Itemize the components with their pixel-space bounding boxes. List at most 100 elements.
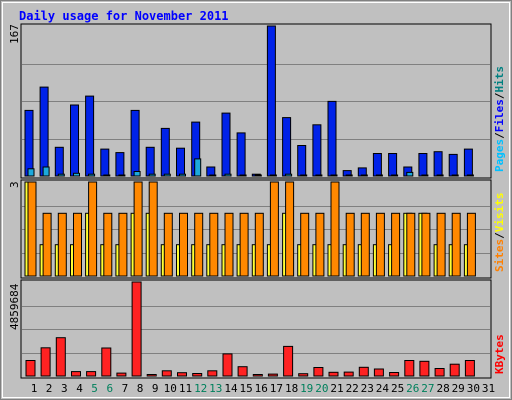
kbytes-bar-day-11 xyxy=(177,372,187,377)
kbytes-bar-day-21 xyxy=(328,371,339,377)
sites-bar-day-6 xyxy=(103,212,113,277)
day-label: 13 xyxy=(209,382,222,395)
sites-bar-day-4 xyxy=(73,212,82,277)
sites-bar-day-1 xyxy=(27,181,37,277)
hits-legend: Pages/Files/Hits xyxy=(493,66,506,172)
day-label: 7 xyxy=(122,382,129,395)
sites-bar-day-23 xyxy=(360,212,370,277)
kbytes-bar-day-12 xyxy=(192,373,203,377)
files-bar-day-6 xyxy=(103,174,111,177)
chart-title: Daily usage for November 2011 xyxy=(19,9,229,23)
sites-bar-day-8 xyxy=(133,181,143,277)
day-label: 31 xyxy=(482,382,495,395)
files-bar-day-9 xyxy=(148,173,156,177)
kbytes-bar-day-2 xyxy=(40,347,51,377)
kbytes-bar-day-23 xyxy=(358,366,369,377)
kbytes-bar-day-6 xyxy=(101,347,112,377)
hits-bar-day-25 xyxy=(388,153,398,177)
sites-bar-day-2 xyxy=(42,212,52,277)
kbytes-bar-day-3 xyxy=(55,337,66,377)
kbytes-bar-day-26 xyxy=(404,360,415,377)
kbytes-bar-day-19 xyxy=(298,373,309,377)
day-label: 22 xyxy=(346,382,359,395)
hits-bar-day-17 xyxy=(266,25,276,177)
files-bar-day-7 xyxy=(118,174,126,177)
sites-bar-day-9 xyxy=(148,181,158,277)
visits-legend-label: Visits xyxy=(493,193,506,233)
sites-bar-day-24 xyxy=(375,212,385,277)
kbytes-bar-day-9 xyxy=(146,374,157,377)
sites-bar-day-3 xyxy=(57,212,67,277)
files-bar-day-12 xyxy=(194,158,202,177)
sites-bar-day-17 xyxy=(269,181,279,277)
sites-bar-day-22 xyxy=(345,212,355,277)
files-bar-day-30 xyxy=(466,174,474,177)
kbytes-bar-day-25 xyxy=(389,372,400,377)
day-label: 2 xyxy=(46,382,53,395)
day-label: 21 xyxy=(330,382,343,395)
sites-bar-day-12 xyxy=(194,212,204,277)
files-bar-day-18 xyxy=(285,173,293,177)
day-label: 26 xyxy=(406,382,419,395)
files-bar-day-25 xyxy=(391,174,399,177)
sites-bar-day-13 xyxy=(209,212,219,277)
legend-separator: / xyxy=(493,92,506,99)
hits-bar-day-15 xyxy=(236,132,246,177)
day-label: 10 xyxy=(164,382,177,395)
day-label: 6 xyxy=(106,382,113,395)
kbytes-bar-day-30 xyxy=(464,360,475,377)
day-label: 11 xyxy=(179,382,192,395)
files-bar-day-28 xyxy=(436,174,444,177)
sites-bar-day-21 xyxy=(330,181,340,277)
hits-bar-day-18 xyxy=(282,117,292,177)
day-label: 12 xyxy=(194,382,207,395)
hits-bar-day-14 xyxy=(221,112,231,177)
sites-bar-day-5 xyxy=(88,181,98,277)
files-bar-day-21 xyxy=(330,174,338,177)
kbytes-bar-day-8 xyxy=(131,281,142,377)
files-bar-day-29 xyxy=(451,174,459,177)
hits-bar-day-24 xyxy=(372,153,382,177)
legend-separator: / xyxy=(493,232,506,239)
visits-ymax-label: 3 xyxy=(8,181,21,188)
sites-bar-day-10 xyxy=(163,212,173,277)
hits-bar-day-30 xyxy=(463,148,473,177)
day-label: 20 xyxy=(315,382,328,395)
day-label: 9 xyxy=(152,382,159,395)
files-bar-day-11 xyxy=(179,173,186,177)
hits-bar-day-1 xyxy=(24,109,34,177)
files-bar-day-27 xyxy=(421,174,429,177)
files-bar-day-15 xyxy=(239,174,247,177)
files-bar-day-2 xyxy=(42,166,50,177)
files-bar-day-4 xyxy=(73,172,80,177)
files-bar-day-17 xyxy=(269,174,277,177)
files-legend-label: Files xyxy=(493,99,506,132)
day-label: 17 xyxy=(270,382,283,395)
kbytes-bar-day-7 xyxy=(116,372,127,377)
day-label: 18 xyxy=(285,382,298,395)
sites-bar-day-30 xyxy=(466,212,476,277)
day-label: 19 xyxy=(300,382,313,395)
sites-bar-day-18 xyxy=(285,181,295,277)
files-bar-day-19 xyxy=(300,174,308,177)
hits-bar-day-3 xyxy=(54,146,64,177)
sites-bar-day-16 xyxy=(254,212,264,277)
hits-bar-day-4 xyxy=(70,104,79,177)
day-label: 27 xyxy=(421,382,434,395)
sites-bar-day-25 xyxy=(391,212,401,277)
sites-bar-day-27 xyxy=(421,212,431,277)
files-bar-day-3 xyxy=(57,173,65,177)
hits-bar-day-28 xyxy=(433,151,443,177)
hits-bar-day-29 xyxy=(448,153,458,177)
kbytes-bar-day-15 xyxy=(237,366,248,377)
hits-bar-day-27 xyxy=(418,153,428,177)
kbytes-bar-day-29 xyxy=(449,363,460,377)
hits-bar-day-6 xyxy=(100,148,110,177)
kbytes-bar-day-24 xyxy=(373,368,384,377)
hits-bar-day-7 xyxy=(115,152,125,177)
kbytes-bar-day-20 xyxy=(313,367,324,377)
kbytes-bar-day-5 xyxy=(86,371,97,377)
kbytes-bar-day-27 xyxy=(419,360,430,377)
sites-bar-day-11 xyxy=(179,212,188,277)
